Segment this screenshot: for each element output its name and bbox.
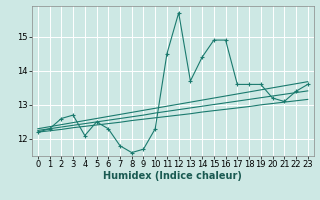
X-axis label: Humidex (Indice chaleur): Humidex (Indice chaleur): [103, 171, 242, 181]
